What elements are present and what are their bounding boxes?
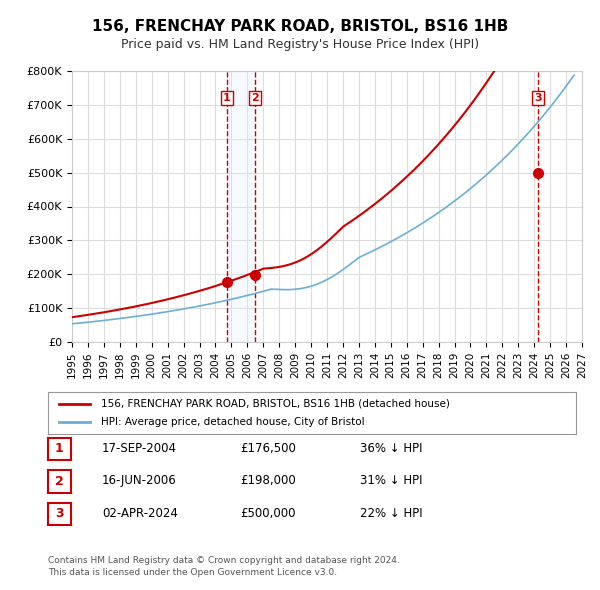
Text: 156, FRENCHAY PARK ROAD, BRISTOL, BS16 1HB: 156, FRENCHAY PARK ROAD, BRISTOL, BS16 1… xyxy=(92,19,508,34)
Text: HPI: Average price, detached house, City of Bristol: HPI: Average price, detached house, City… xyxy=(101,417,364,427)
Bar xyxy=(227,71,254,342)
Text: 156, FRENCHAY PARK ROAD, BRISTOL, BS16 1HB (detached house): 156, FRENCHAY PARK ROAD, BRISTOL, BS16 1… xyxy=(101,399,449,409)
Text: 1: 1 xyxy=(223,93,230,103)
Text: Price paid vs. HM Land Registry's House Price Index (HPI): Price paid vs. HM Land Registry's House … xyxy=(121,38,479,51)
Text: 1: 1 xyxy=(55,442,64,455)
Text: 2: 2 xyxy=(55,475,64,488)
Text: 3: 3 xyxy=(535,93,542,103)
Text: £198,000: £198,000 xyxy=(240,474,296,487)
Text: £500,000: £500,000 xyxy=(240,507,296,520)
Text: £176,500: £176,500 xyxy=(240,442,296,455)
Text: 3: 3 xyxy=(55,507,64,520)
Text: This data is licensed under the Open Government Licence v3.0.: This data is licensed under the Open Gov… xyxy=(48,568,337,577)
Text: 31% ↓ HPI: 31% ↓ HPI xyxy=(360,474,422,487)
Text: 02-APR-2024: 02-APR-2024 xyxy=(102,507,178,520)
Text: 17-SEP-2004: 17-SEP-2004 xyxy=(102,442,177,455)
Text: 22% ↓ HPI: 22% ↓ HPI xyxy=(360,507,422,520)
Text: 16-JUN-2006: 16-JUN-2006 xyxy=(102,474,177,487)
Text: 2: 2 xyxy=(251,93,259,103)
Text: 36% ↓ HPI: 36% ↓ HPI xyxy=(360,442,422,455)
Text: Contains HM Land Registry data © Crown copyright and database right 2024.: Contains HM Land Registry data © Crown c… xyxy=(48,556,400,565)
